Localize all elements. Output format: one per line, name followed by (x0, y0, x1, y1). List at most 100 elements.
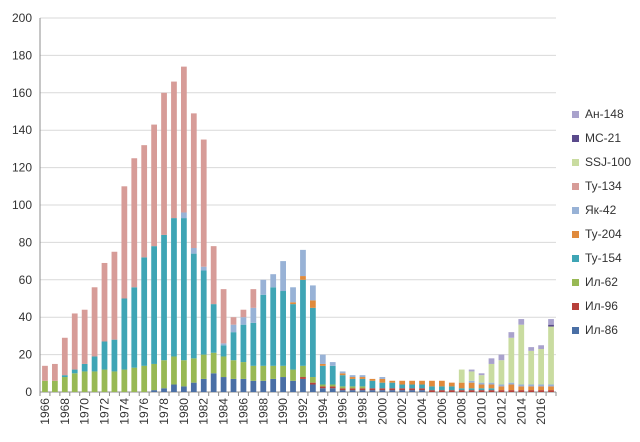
bar-segment-1994-Ил-96 (319, 386, 326, 389)
bar-segment-1990-Ил-62 (280, 365, 286, 378)
bar-segment-1987-Як-42 (250, 307, 257, 323)
x-tick-label: 2000 (375, 398, 389, 425)
legend-item: Ту-204 (572, 227, 622, 241)
bar-segment-1984-Ту-134 (220, 289, 227, 344)
bar-segment-1979-Ил-62 (171, 356, 177, 385)
bar-segment-2008-SSJ-100 (458, 369, 465, 383)
bar-segment-1982-Ил-86 (200, 378, 207, 392)
bar-segment-1971-Ил-62 (91, 371, 98, 392)
bar-segment-2016-Ан-148 (538, 345, 544, 349)
bar-segment-2009-SSJ-100 (468, 371, 475, 381)
legend-label: SSJ-100 (585, 155, 631, 169)
bar-segment-1990-Як-42 (280, 261, 286, 292)
bar-segment-1991-Як-42 (290, 287, 296, 303)
x-tick-label: 1996 (336, 398, 350, 425)
bar-segment-2000-Ил-86 (379, 390, 386, 392)
bar-segment-1986-Ил-86 (240, 378, 247, 392)
bar-segment-2012-Ту-204 (498, 386, 505, 391)
bar-segment-1969-Ту-134 (71, 313, 78, 370)
y-tick-label: 100 (12, 198, 32, 212)
bar-segment-1967-Ил-62 (52, 380, 58, 392)
bar-segment-1999-Ту-154 (369, 380, 376, 389)
bar-segment-1977-Ил-62 (151, 363, 157, 391)
x-tick-label: 1978 (157, 398, 171, 425)
bar-segment-2013-Ил-96 (508, 390, 515, 392)
bar-segment-1983-Ту-134 (210, 246, 217, 305)
bar-segment-2016-Як-42 (538, 384, 544, 387)
bar-segment-1993-Як-42 (310, 285, 316, 301)
bar-segment-2003-Ту-154 (409, 384, 415, 389)
bar-segment-1991-Ту-154 (290, 304, 296, 370)
legend-item: Ил-62 (572, 275, 618, 289)
bar-segment-1985-Ил-62 (230, 360, 237, 379)
x-tick-label: 1994 (316, 398, 330, 425)
bar-segment-1984-Ту-154 (220, 345, 227, 357)
bar-segment-2012-SSJ-100 (498, 360, 505, 385)
bar-segment-2011-Як-42 (488, 382, 495, 385)
legend-item: SSJ-100 (572, 155, 631, 169)
bar-segment-1983-Ту-154 (210, 304, 217, 353)
bar-segment-1993-Ил-86 (310, 384, 316, 392)
bar-segment-2010-SSJ-100 (478, 375, 485, 383)
bar-segment-1996-Ил-86 (339, 390, 346, 392)
x-tick-label: 1986 (236, 398, 250, 425)
y-tick-label: 20 (19, 348, 33, 362)
x-tick-label: 1970 (78, 398, 92, 425)
bar-segment-1995-Ил-96 (329, 386, 336, 389)
bar-segment-1973-Ил-62 (111, 371, 118, 392)
legend-swatch (572, 207, 579, 214)
bar-segment-1977-Ту-134 (151, 124, 157, 247)
bar-segment-2017-Як-42 (548, 384, 554, 387)
bar-segment-2009-Ан-148 (468, 369, 475, 372)
bar-segment-1984-Ил-62 (220, 356, 227, 378)
bar-segment-1997-Ил-86 (349, 390, 356, 392)
bar-segment-1981-Як-42 (190, 248, 197, 254)
bar-segment-2004-Ту-204 (419, 380, 425, 385)
bar-segment-1986-Як-42 (240, 317, 247, 325)
bar-segment-1992-Ил-86 (300, 378, 306, 392)
bar-segment-2004-Ил-96 (419, 388, 425, 391)
bar-segment-1993-Ил-62 (310, 377, 316, 383)
bar-segment-1995-Ил-86 (329, 388, 336, 392)
x-tick-label: 1966 (38, 398, 52, 425)
bar-segment-2011-Ил-96 (488, 390, 495, 392)
bar-segment-2014-Ил-96 (518, 390, 525, 392)
y-tick-label: 80 (19, 235, 33, 249)
bar-segment-1988-Ту-154 (260, 294, 267, 366)
bar-segment-1967-Ту-134 (52, 363, 58, 381)
bar-segment-1985-Ту-154 (230, 332, 237, 361)
bar-segment-2001-Ту-204 (389, 380, 396, 383)
bar-segment-2014-Як-42 (518, 384, 525, 387)
bar-segment-2003-Ил-86 (409, 390, 415, 392)
bar-segment-1978-Ту-134 (161, 92, 167, 235)
bar-segment-1994-Як-42 (319, 354, 326, 364)
bar-segment-1971-Ту-134 (91, 287, 98, 357)
bar-segment-1978-Ил-62 (161, 360, 167, 389)
x-tick-label: 1990 (276, 398, 290, 425)
bar-segment-2001-Ту-154 (389, 382, 396, 389)
legend-label: Ан-148 (585, 107, 624, 121)
bar-segment-1970-Ту-134 (81, 309, 88, 364)
bar-segment-1973-Ту-134 (111, 251, 118, 340)
bar-segment-2017-МС-21 (548, 324, 554, 327)
x-tick-label: 2006 (435, 398, 449, 425)
bar-segment-2005-Ил-96 (429, 390, 435, 392)
x-tick-label: 1982 (197, 398, 211, 425)
bar-segment-1986-Ту-154 (240, 324, 247, 363)
bar-segment-1997-Як-42 (349, 375, 356, 378)
bar-segment-1988-Ил-86 (260, 380, 267, 392)
bar-segment-1968-Ил-62 (61, 377, 68, 392)
y-tick-label: 60 (19, 273, 33, 287)
bar-segment-2005-Ту-204 (429, 380, 435, 387)
bar-segment-1982-Ил-62 (200, 354, 207, 379)
bar-segment-2015-Ту-204 (528, 386, 535, 391)
bar-segment-2016-SSJ-100 (538, 348, 544, 385)
bar-segment-2005-Ту-154 (429, 386, 435, 391)
bar-segment-1997-Ту-204 (349, 377, 356, 379)
bar-segment-1991-Ту-204 (290, 302, 296, 305)
bar-segment-1980-Як-42 (181, 212, 187, 219)
legend-label: Ту-154 (585, 251, 622, 265)
grid-lines (40, 17, 556, 393)
bar-segment-1981-Ту-154 (190, 253, 197, 359)
legend-label: Ту-204 (585, 227, 622, 241)
